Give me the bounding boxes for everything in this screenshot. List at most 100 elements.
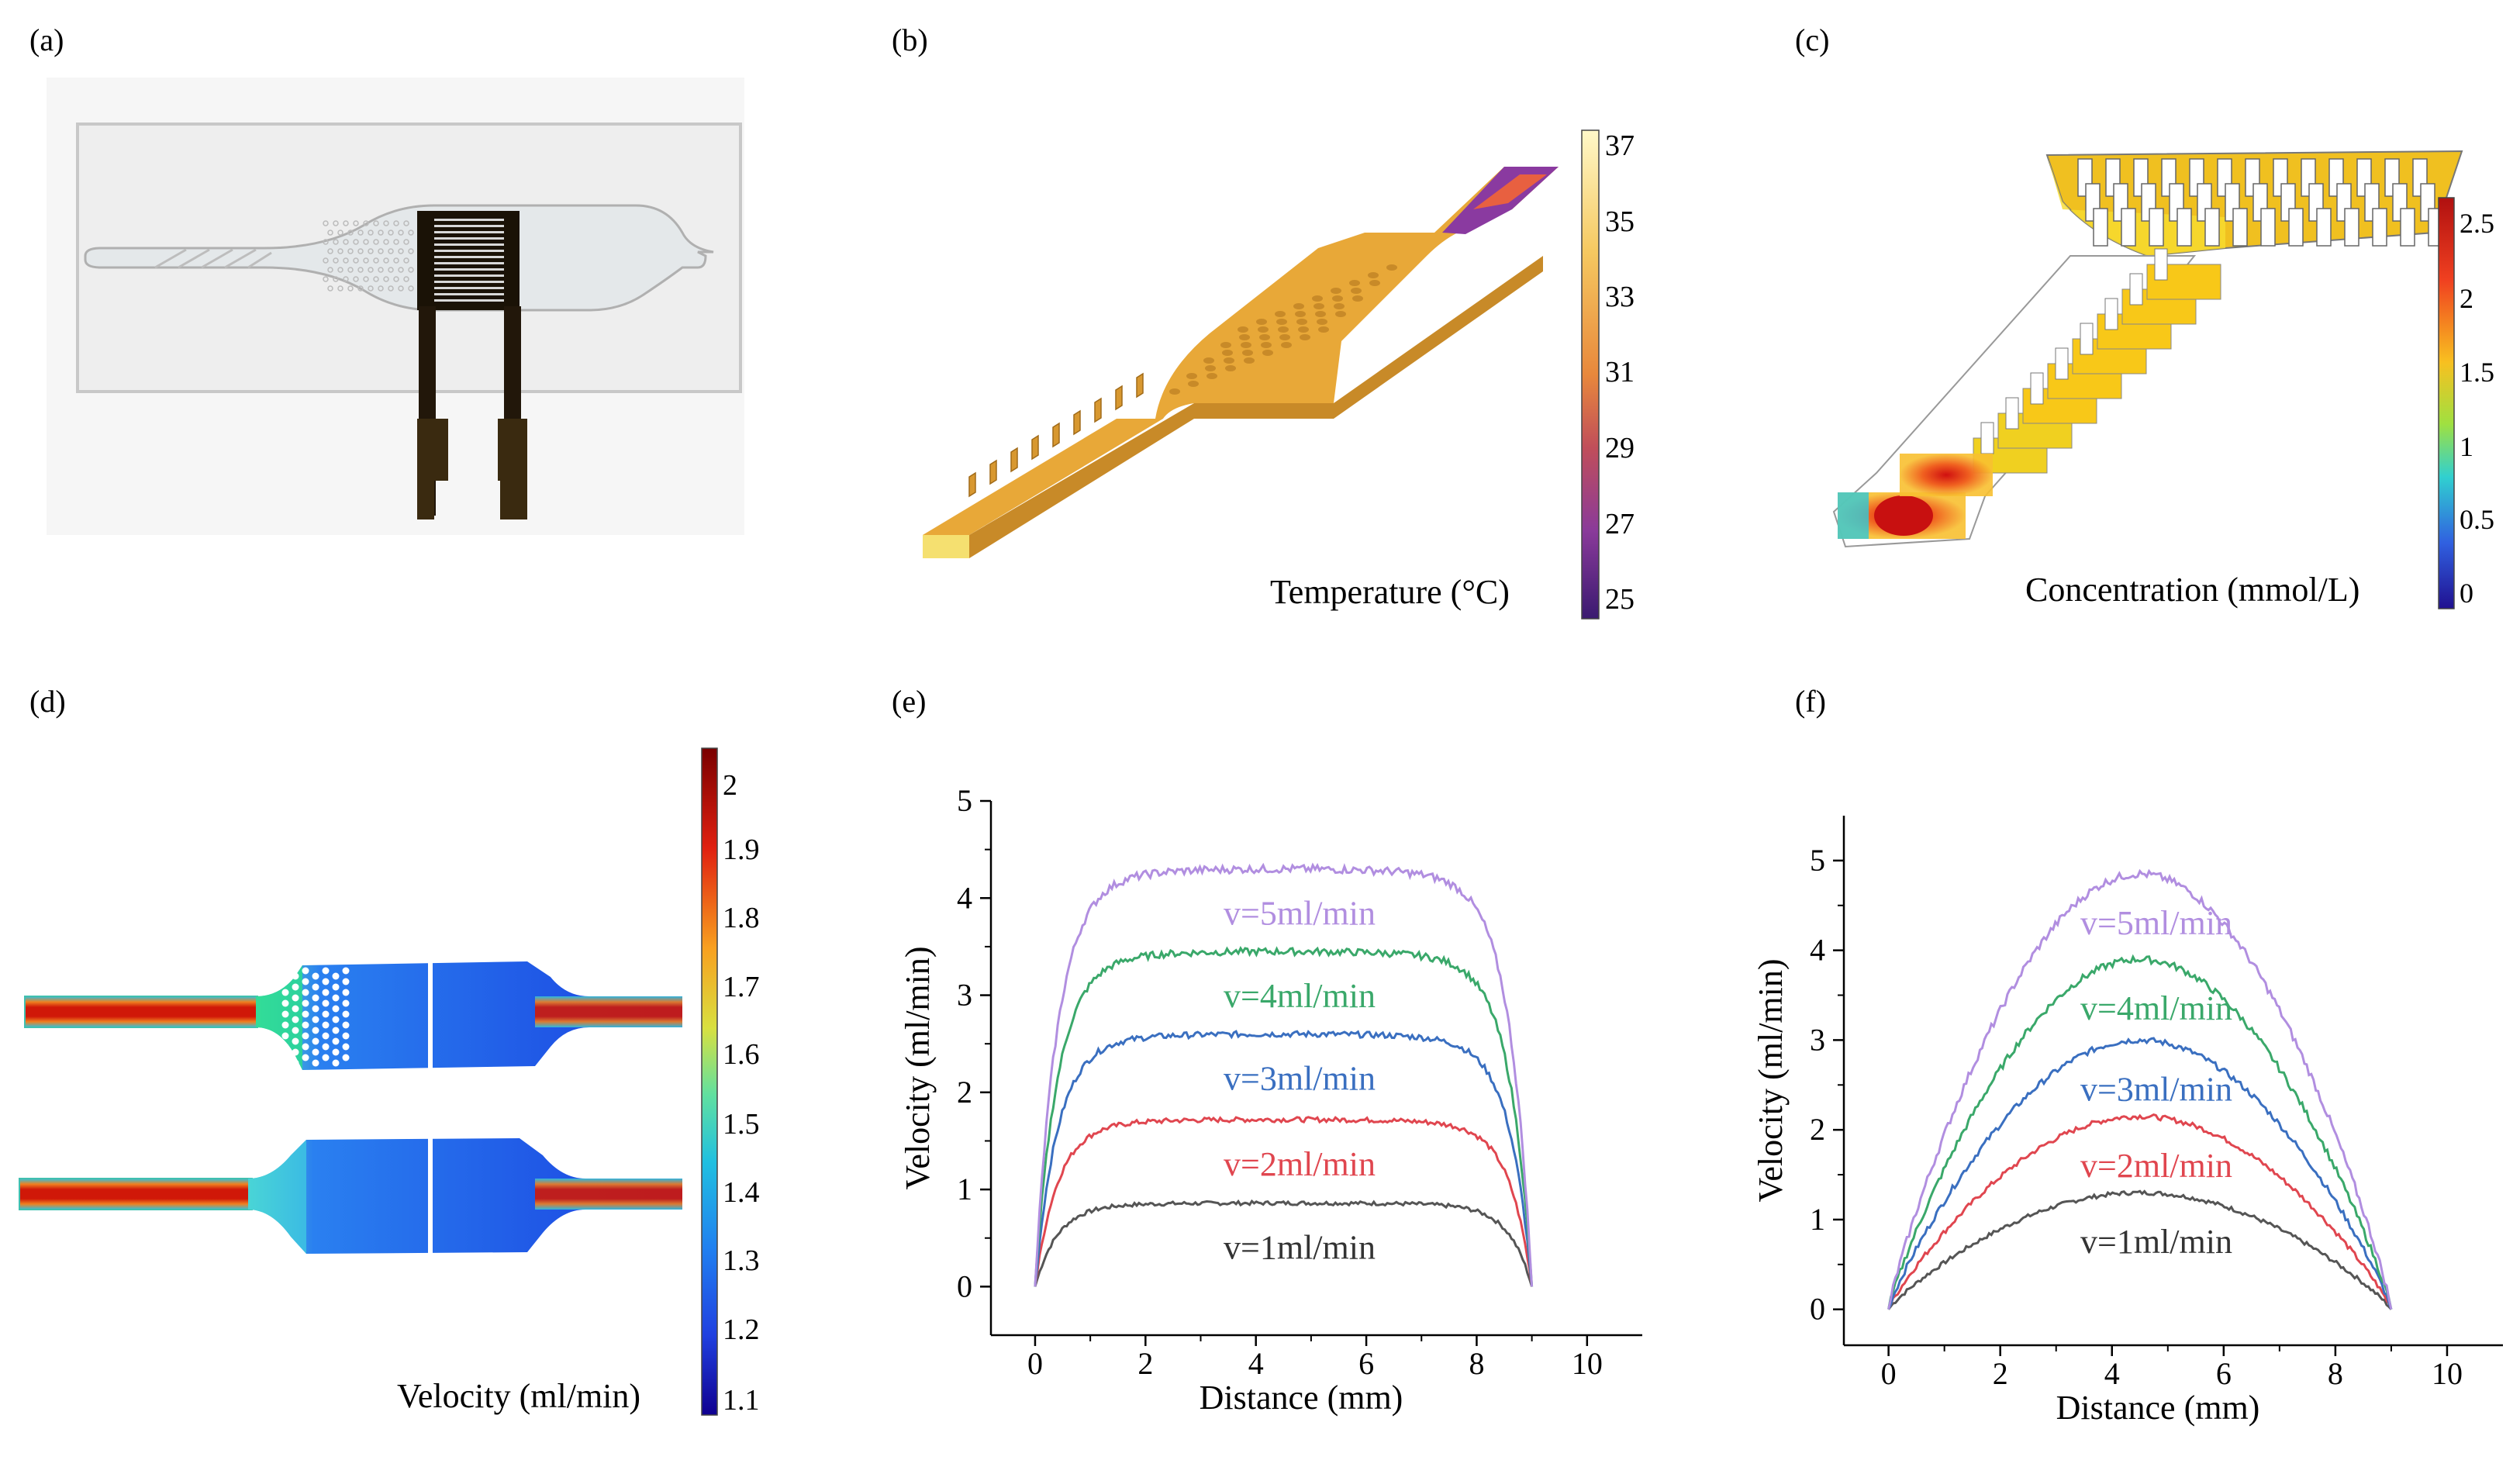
chamber-pillar — [2093, 208, 2108, 247]
vel-tick: 1.9 — [723, 834, 760, 866]
electrode-finger — [434, 237, 504, 240]
chamber-pillar — [2344, 208, 2359, 247]
chamber-pillar — [2288, 208, 2304, 247]
pillar-2d — [342, 1043, 350, 1051]
pillar — [1203, 357, 1214, 364]
pillar-dot — [363, 220, 369, 226]
pillar-2d — [312, 983, 319, 991]
electrode-finger — [434, 293, 504, 295]
pillar-2d — [342, 967, 350, 975]
temp-tick: 37 — [1605, 129, 1635, 162]
second-slice — [1900, 454, 1993, 496]
baffle — [989, 459, 997, 485]
chamber-pillar — [2149, 208, 2164, 247]
pillar-dot — [343, 276, 349, 282]
pillar-2d — [342, 999, 350, 1007]
series-label: v=2ml/min — [2080, 1147, 2232, 1185]
x-tick-label: 4 — [1248, 1346, 1264, 1381]
x-tick-label: 2 — [1993, 1356, 2008, 1391]
pillar-2d — [281, 967, 289, 975]
vel-tick: 1.4 — [723, 1176, 760, 1209]
temp-tick: 33 — [1605, 281, 1635, 313]
pillar-2d — [292, 994, 299, 1002]
concentration-colorbar — [2438, 197, 2455, 609]
pillar-2d — [292, 1027, 299, 1034]
baffle — [1031, 434, 1039, 461]
vel-tick: 1.1 — [723, 1384, 760, 1417]
pillar — [1312, 295, 1323, 302]
x-tick-label: 10 — [1572, 1346, 1603, 1381]
x-tick-label: 4 — [2104, 1356, 2120, 1391]
pillar — [1220, 342, 1231, 348]
electrode-finger — [434, 219, 504, 221]
temp-tick: 35 — [1605, 205, 1635, 238]
pillar — [1281, 342, 1292, 348]
pillar-dot — [353, 257, 359, 264]
pillar — [1262, 350, 1273, 356]
pillar — [1315, 311, 1326, 317]
pillar — [1241, 342, 1251, 348]
chamber-pillar — [2316, 208, 2332, 247]
pillar-dot — [357, 267, 364, 273]
chamber-top — [256, 961, 682, 1070]
electrode-finger — [434, 250, 504, 252]
pillar-dot — [388, 267, 394, 273]
pillar-dot — [323, 276, 329, 282]
channel-baffle — [2129, 273, 2143, 305]
vel-tick: 1.6 — [723, 1038, 760, 1071]
series-label: v=3ml/min — [2080, 1070, 2232, 1108]
baffle — [1136, 372, 1144, 399]
pillar-dot — [363, 276, 369, 282]
pillar-dot — [403, 276, 409, 282]
y-axis-label: Velocity (ml/min) — [899, 946, 937, 1189]
chamber-inlet-transition-top — [256, 965, 302, 1070]
pillar-2d — [292, 1037, 299, 1045]
velocity-colorbar-ticks: 2 1.9 1.8 1.7 1.6 1.5 1.4 1.3 1.2 1.1 — [723, 769, 760, 1417]
pillar — [1369, 280, 1380, 286]
series-label: v=5ml/min — [2080, 904, 2232, 942]
pillar-dot — [347, 248, 354, 254]
pillar-dot — [337, 285, 343, 292]
chart-f: 0 2 4 6 8 10 0 1 2 3 4 5 Distance (mm) Velocity (ml/m… — [1752, 816, 2503, 1427]
series-label: v=2ml/min — [1224, 1145, 1376, 1183]
pillar-2d — [322, 1010, 330, 1018]
pillar-2d — [322, 1043, 330, 1051]
pillar — [1276, 319, 1287, 325]
pillar-dot — [337, 230, 343, 236]
pillar — [1334, 303, 1345, 309]
concentration-colorbar-title: Concentration (mmol/L) — [2025, 571, 2359, 609]
panel-label-f: (f) — [1795, 684, 1826, 719]
vel-tick: 1.8 — [723, 902, 760, 934]
conc-tick: 2.5 — [2460, 208, 2494, 239]
pillar-dot — [393, 257, 399, 264]
pillar — [1296, 319, 1307, 325]
temp-tick: 27 — [1605, 508, 1635, 540]
pillar-2d — [312, 972, 319, 980]
pillar — [1318, 326, 1329, 333]
pillar-2d — [292, 983, 299, 991]
pillar-2d — [312, 1037, 319, 1045]
pillar-2d — [292, 1005, 299, 1013]
x-axis-label: Distance (mm) — [2056, 1389, 2260, 1427]
pillar-dot — [393, 220, 399, 226]
pillar-dot — [398, 285, 404, 292]
velocity-colorbar-title: Velocity (ml/min) — [397, 1377, 640, 1415]
series-line — [1887, 1037, 2393, 1310]
x-tick-label: 0 — [1027, 1346, 1043, 1381]
pillar-2d — [281, 989, 289, 996]
panel-label-a: (a) — [29, 22, 64, 57]
pillar-dot — [368, 230, 374, 236]
series-line — [1034, 862, 1534, 1287]
pillar-dot — [327, 230, 333, 236]
electrode-pad-left — [417, 419, 448, 519]
pillar-2d — [332, 1048, 340, 1056]
y-axis-label: Velocity (ml/min) — [1752, 958, 1790, 1202]
series-line — [1034, 1116, 1534, 1287]
panel-a: (a) — [29, 22, 744, 535]
pillar-2d — [292, 972, 299, 980]
pillar-2d — [312, 1016, 319, 1023]
pillar — [1279, 334, 1290, 340]
pillar-2d — [302, 978, 309, 985]
pillar-dot — [383, 257, 389, 264]
pillar-2d — [302, 1032, 309, 1040]
